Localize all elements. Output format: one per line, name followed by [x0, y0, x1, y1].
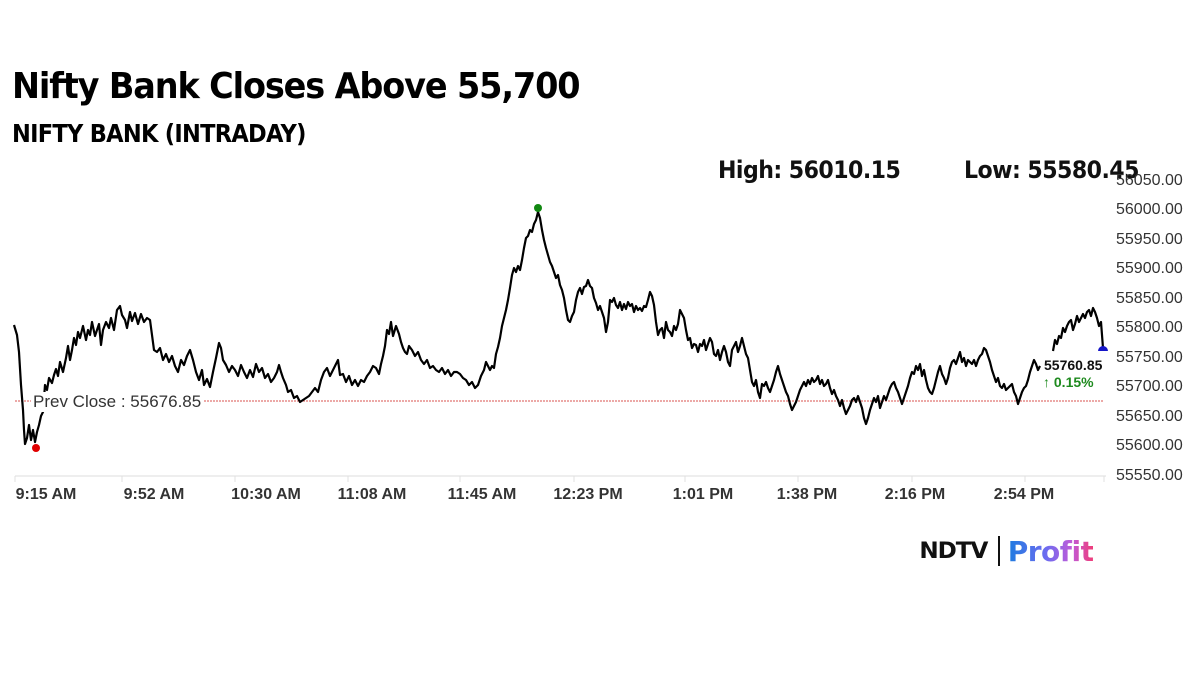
chart-subtitle: NIFTY BANK (INTRADAY) [12, 119, 306, 148]
change-percent: 0.15% [1053, 374, 1094, 390]
ndtv-profit-logo: NDTV Profit [919, 533, 1094, 569]
y-tick: 55800.00 [1116, 319, 1183, 336]
x-tick: 9:52 AM [123, 486, 185, 503]
last-value-marker [1098, 346, 1108, 351]
last-value-label: 55760.85 [1044, 357, 1103, 373]
y-tick: 55950.00 [1116, 231, 1183, 248]
price-line [12, 210, 1041, 446]
x-axis-ticks [14, 476, 1105, 482]
y-tick: 56050.00 [1116, 172, 1183, 189]
y-tick: 55750.00 [1116, 349, 1183, 366]
y-tick: 55900.00 [1116, 260, 1183, 277]
x-tick: 2:16 PM [884, 486, 946, 503]
y-tick: 55700.00 [1116, 378, 1183, 395]
x-tick: 11:45 AM [447, 486, 517, 503]
x-tick: 9:15 AM [15, 486, 77, 503]
chart-title: Nifty Bank Closes Above 55,700 [12, 66, 581, 107]
y-tick: 55650.00 [1116, 408, 1183, 425]
y-tick: 56000.00 [1116, 201, 1183, 218]
x-tick: 11:08 AM [337, 486, 407, 503]
x-tick: 1:38 PM [776, 486, 838, 503]
low-marker [32, 444, 40, 452]
y-tick: 55850.00 [1116, 290, 1183, 307]
y-tick: 55600.00 [1116, 437, 1183, 454]
up-arrow-icon: ↑ [1043, 374, 1050, 390]
x-tick: 2:54 PM [993, 486, 1055, 503]
logo-brand: NDTV [919, 538, 988, 564]
change-label: ↑ 0.15% [1043, 374, 1094, 390]
x-tick: 1:01 PM [672, 486, 734, 503]
high-value: High: 56010.15 [718, 156, 901, 184]
logo-product: Profit [1007, 534, 1094, 568]
price-line-tail [1051, 306, 1105, 352]
prev-close-label: Prev Close : 55676.85 [31, 392, 204, 412]
x-tick: 12:23 PM [553, 486, 623, 503]
high-marker [534, 204, 542, 212]
y-tick: 55550.00 [1116, 467, 1183, 484]
x-tick: 10:30 AM [231, 486, 301, 503]
logo-divider [997, 536, 1000, 566]
low-value: Low: 55580.45 [964, 156, 1139, 184]
